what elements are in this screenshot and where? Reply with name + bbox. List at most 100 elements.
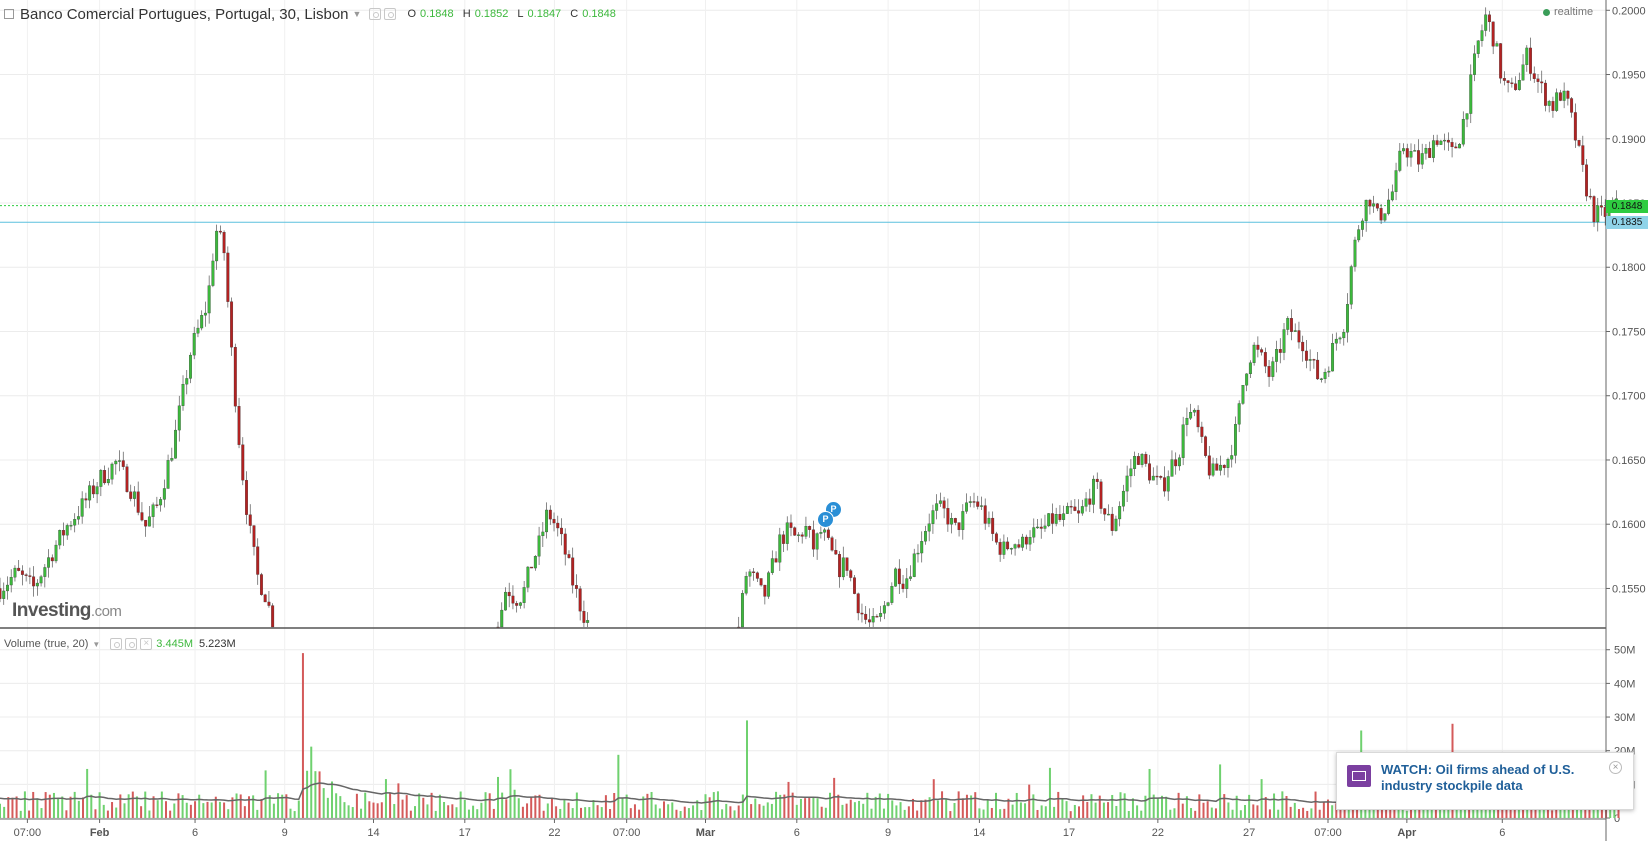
- volume-bar: [451, 804, 454, 818]
- volume-bar: [1252, 804, 1255, 818]
- volume-bar: [189, 804, 192, 818]
- volume-bar: [1306, 810, 1309, 818]
- news-popup[interactable]: WATCH: Oil firms ahead of U.S. industry …: [1336, 752, 1634, 810]
- collapse-icon[interactable]: [4, 9, 14, 19]
- candle-body: [797, 534, 800, 536]
- candle-body: [177, 405, 181, 431]
- volume-bar: [23, 791, 26, 818]
- candle-body: [912, 553, 916, 577]
- candlestick-series: [0, 7, 1618, 629]
- volume-bar: [1202, 802, 1205, 818]
- candle-body: [241, 444, 245, 481]
- candle-body: [763, 584, 767, 597]
- candle-body: [1088, 498, 1092, 505]
- candle-body: [211, 260, 215, 286]
- volume-bar: [248, 796, 250, 818]
- volume-bar: [1285, 796, 1288, 818]
- volume-bar: [779, 794, 782, 818]
- volume-bar: [1057, 791, 1060, 818]
- chart-header: Banco Comercial Portugues, Portugal, 30,…: [4, 4, 622, 24]
- volume-bar: [600, 807, 603, 818]
- volume-bar: [260, 798, 263, 818]
- volume-bar: [401, 799, 404, 818]
- candle-body: [1121, 490, 1125, 507]
- candle-body: [189, 354, 192, 379]
- candle-body: [185, 378, 189, 385]
- candle-body: [853, 577, 856, 594]
- volume-bar: [1185, 796, 1188, 818]
- volume-bar: [256, 809, 259, 818]
- volume-bar: [106, 810, 109, 818]
- volume-title[interactable]: Volume (true, 20): [4, 638, 89, 650]
- candle-body: [1028, 537, 1032, 545]
- candle-body: [1129, 468, 1133, 477]
- volume-bar: [364, 792, 367, 818]
- time-tick-label: 27: [1243, 827, 1255, 839]
- volume-bar: [546, 803, 549, 818]
- volume-bar: [492, 808, 495, 818]
- ohlc-low-value: 0.1847: [527, 8, 562, 20]
- candle-body: [1226, 459, 1230, 468]
- candle-body: [1487, 14, 1491, 23]
- volume-bar: [239, 794, 242, 818]
- volume-bar: [173, 803, 176, 818]
- candle-body: [233, 346, 237, 407]
- candle-body: [151, 504, 155, 517]
- volume-bar: [791, 792, 794, 818]
- format-icon[interactable]: [384, 8, 397, 20]
- candle-body: [740, 593, 744, 628]
- volume-bar: [455, 807, 458, 818]
- volume-bar: [692, 805, 695, 818]
- symbol-title[interactable]: Banco Comercial Portugues, Portugal, 30,…: [20, 5, 349, 23]
- candle-body: [1585, 164, 1588, 197]
- volume-bar: [882, 808, 885, 818]
- candle-body: [1529, 47, 1532, 74]
- candle-body: [1517, 80, 1521, 90]
- candle-body: [1077, 510, 1081, 514]
- chevron-down-icon[interactable]: ▼: [92, 639, 101, 649]
- candle-body: [834, 550, 838, 555]
- volume-bar: [36, 798, 39, 818]
- candle-body: [1480, 30, 1484, 41]
- format-icon[interactable]: [125, 638, 138, 650]
- settings-icon[interactable]: [369, 8, 382, 20]
- price-tick-label: 0.1650: [1612, 455, 1646, 467]
- candle-body: [1267, 366, 1271, 377]
- volume-bar: [3, 806, 6, 818]
- chevron-down-icon[interactable]: ▼: [352, 9, 362, 19]
- volume-bar: [550, 798, 553, 818]
- volume-bar: [841, 804, 844, 818]
- volume-bar: [393, 804, 396, 818]
- volume-bar: [1003, 808, 1006, 818]
- candle-body: [103, 470, 107, 484]
- volume-bar: [339, 796, 342, 818]
- volume-bar: [833, 777, 836, 818]
- ohlc-close-label: C: [570, 8, 579, 20]
- volume-bar: [380, 802, 383, 818]
- candle-body: [890, 586, 894, 603]
- candle-body: [174, 429, 177, 459]
- volume-bar: [430, 792, 433, 818]
- volume-bar: [783, 794, 786, 818]
- event-marker-icon[interactable]: P: [817, 511, 834, 528]
- candle-body: [1387, 199, 1391, 214]
- candle-body: [515, 603, 519, 606]
- volume-bar: [318, 771, 321, 818]
- settings-icon[interactable]: [110, 638, 123, 650]
- volume-bar: [912, 798, 914, 818]
- volume-bar: [604, 795, 607, 818]
- candle-body: [819, 532, 823, 534]
- volume-bar: [638, 809, 641, 818]
- news-headline[interactable]: WATCH: Oil firms ahead of U.S. industry …: [1381, 762, 1575, 793]
- candle-body: [804, 526, 808, 537]
- close-icon[interactable]: ×: [1609, 761, 1622, 774]
- volume-bar: [218, 801, 221, 818]
- candle-body: [1379, 208, 1383, 221]
- candle-body: [571, 557, 575, 586]
- candle-body: [1293, 330, 1297, 332]
- volume-bar: [903, 809, 906, 818]
- candle-body: [556, 522, 560, 529]
- candle-body: [552, 518, 556, 524]
- close-icon[interactable]: ×: [140, 638, 153, 650]
